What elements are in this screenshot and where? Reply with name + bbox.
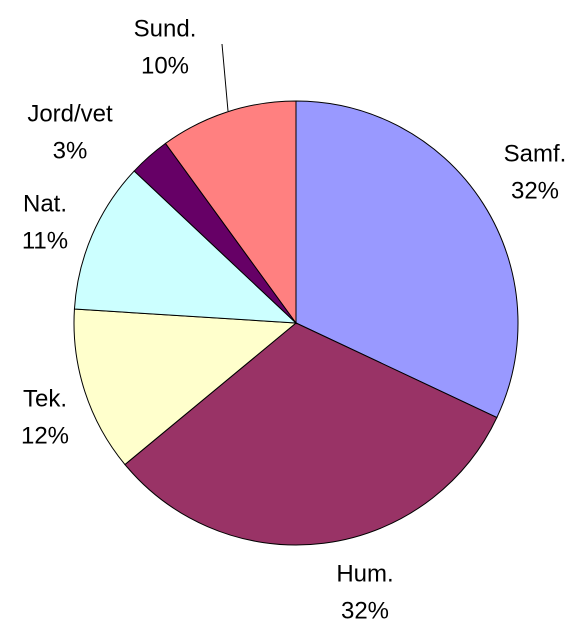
slice-label: Hum. [336,560,393,587]
pie-slice [295,100,519,419]
pie-slice [164,100,297,325]
slice-label: Samf. [504,140,567,167]
value-label: 12% [21,422,69,449]
pie-slice [73,308,298,466]
value-label: 32% [511,177,559,204]
leader-line [221,43,229,112]
value-label: 10% [141,52,189,79]
pie-slice [73,170,298,324]
value-label: 3% [53,137,88,164]
value-label: 32% [341,597,389,622]
slice-label: Jord/vet [27,100,113,127]
slice-label: Tek. [23,385,67,412]
value-label: 11% [22,227,68,254]
pie-slice [124,322,498,546]
slice-label: Nat. [23,190,67,217]
slice-label: Sund. [134,15,197,42]
